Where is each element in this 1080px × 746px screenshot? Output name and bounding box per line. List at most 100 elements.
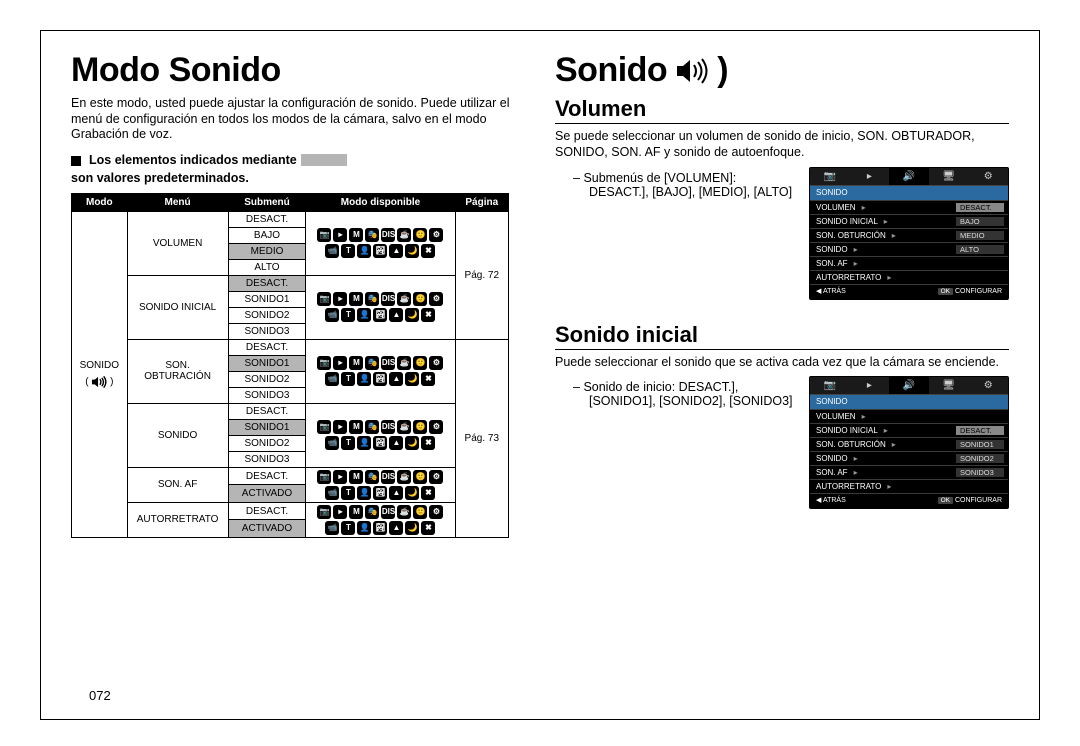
mode-icon: M xyxy=(349,505,363,519)
submenu-cell: DESACT. xyxy=(228,502,306,520)
mode-icon: ⚙ xyxy=(429,470,443,484)
table-row: AUTORRETRATODESACT.📷▸M🎭DIS☕🙂⚙📹T👤🏞▲🌙✖ xyxy=(72,502,509,520)
bullet-block: Sonido de inicio: DESACT.],[SONIDO1], [S… xyxy=(573,380,797,408)
lcd-tab: 🖥 xyxy=(929,377,969,394)
submenu-cell: SONIDO3 xyxy=(228,451,306,467)
manual-page: Modo Sonido En este modo, usted puede aj… xyxy=(40,30,1040,720)
submenu-cell: SONIDO1 xyxy=(228,355,306,371)
lcd-row: SONIDO INICIAL▸DESACT. xyxy=(810,423,1008,437)
section-pair: Submenús de [VOLUMEN]:DESACT.], [BAJO], … xyxy=(555,167,1009,300)
modo-disponible-cell: 📷▸M🎭DIS☕🙂⚙📹T👤🏞▲🌙✖ xyxy=(306,339,455,403)
mode-icon: 📷 xyxy=(317,420,331,434)
submenu-cell: DESACT. xyxy=(228,339,306,355)
mode-icon: 🏞 xyxy=(373,308,387,322)
chevron-right-icon: ▸ xyxy=(854,454,858,463)
th-menu: Menú xyxy=(127,193,228,211)
mode-icon: 🙂 xyxy=(413,470,427,484)
mode-icon: ☕ xyxy=(397,470,411,484)
mode-icon: 📷 xyxy=(317,292,331,306)
lcd-tab: 📷 xyxy=(810,377,850,394)
mode-icon: ⚙ xyxy=(429,505,443,519)
lcd-row: SONIDO▸ALTO xyxy=(810,242,1008,256)
mode-icon: 👤 xyxy=(357,521,371,535)
lcd-row: SON. OBTURCIÓN▸MEDIO xyxy=(810,228,1008,242)
mode-icon: 👤 xyxy=(357,244,371,258)
modo-label: SONIDO xyxy=(80,360,119,371)
lcd-row: AUTORRETRATO▸ xyxy=(810,270,1008,284)
bullet-block: Submenús de [VOLUMEN]:DESACT.], [BAJO], … xyxy=(573,171,797,199)
lcd-tab: ▸ xyxy=(850,377,890,394)
submenu-cell: SONIDO3 xyxy=(228,323,306,339)
bullet-lead: Submenús de [VOLUMEN]: xyxy=(573,171,736,185)
modo-disponible-cell: 📷▸M🎭DIS☕🙂⚙📹T👤🏞▲🌙✖ xyxy=(306,502,455,537)
th-pagina: Página xyxy=(455,193,508,211)
mode-icon: ▸ xyxy=(333,356,347,370)
mode-icon: ☕ xyxy=(397,420,411,434)
lcd-row-label: SON. AF▸ xyxy=(816,259,1004,268)
lcd-tab: 🖥 xyxy=(929,168,969,185)
mode-icon: T xyxy=(341,521,355,535)
mode-icon: T xyxy=(341,308,355,322)
mode-icon: ▲ xyxy=(389,436,403,450)
mode-icon: ▸ xyxy=(333,420,347,434)
lcd-row-value: DESACT. xyxy=(956,203,1004,212)
menu-cell: AUTORRETRATO xyxy=(127,502,228,537)
submenu-cell: DESACT. xyxy=(228,275,306,291)
mode-icon: DIS xyxy=(381,420,395,434)
bullet-values: DESACT.], [BAJO], [MEDIO], [ALTO] xyxy=(589,185,797,199)
submenu-cell: ACTIVADO xyxy=(228,520,306,538)
right-title: Sonido ) xyxy=(555,51,1009,90)
mode-icon: 🏞 xyxy=(373,436,387,450)
mode-icon: 🎭 xyxy=(365,292,379,306)
chevron-right-icon: ▸ xyxy=(884,217,888,226)
mode-icon: 📹 xyxy=(325,486,339,500)
lcd-row-label: VOLUMEN▸ xyxy=(816,203,956,212)
mode-icon: DIS xyxy=(381,470,395,484)
lcd-row: SONIDO INICIAL▸BAJO xyxy=(810,214,1008,228)
lcd-row-label: SON. AF▸ xyxy=(816,468,956,477)
lcd-row-label: SON. OBTURCIÓN▸ xyxy=(816,440,956,449)
lcd-ok: OK CONFIGURAR xyxy=(938,497,1002,504)
mode-icon: T xyxy=(341,244,355,258)
submenu-cell: DESACT. xyxy=(228,467,306,485)
defaults-note-post: son valores predeterminados. xyxy=(71,171,249,185)
mode-icon: ⚙ xyxy=(429,356,443,370)
lcd-row-value: ALTO xyxy=(956,245,1004,254)
section-pair: Sonido de inicio: DESACT.],[SONIDO1], [S… xyxy=(555,376,1009,509)
lcd-row-value: SONIDO1 xyxy=(956,440,1004,449)
mode-icon: ▲ xyxy=(389,486,403,500)
chevron-right-icon: ▸ xyxy=(854,245,858,254)
defaults-note-pre: Los elementos indicados mediante xyxy=(89,153,297,167)
mode-icon: 📹 xyxy=(325,436,339,450)
mode-icon: 🌙 xyxy=(405,372,419,386)
mode-icon: ▸ xyxy=(333,228,347,242)
mode-icon: ✖ xyxy=(421,372,435,386)
table-header-row: Modo Menú Submenú Modo disponible Página xyxy=(72,193,509,211)
mode-icon: T xyxy=(341,436,355,450)
lcd-row-label: SONIDO▸ xyxy=(816,454,956,463)
mode-icon: T xyxy=(341,372,355,386)
mode-icon: DIS xyxy=(381,356,395,370)
mode-icon: ☕ xyxy=(397,505,411,519)
lcd-row-value: SONIDO3 xyxy=(956,468,1004,477)
mode-icon: M xyxy=(349,420,363,434)
submenu-cell: SONIDO1 xyxy=(228,291,306,307)
lcd-row: SON. AF▸SONIDO3 xyxy=(810,465,1008,479)
lcd-tab: ⚙ xyxy=(968,168,1008,185)
th-modo: Modo xyxy=(72,193,128,211)
table-row: SON. AFDESACT.📷▸M🎭DIS☕🙂⚙📹T👤🏞▲🌙✖ xyxy=(72,467,509,485)
section-heading: Sonido inicial xyxy=(555,322,1009,350)
lcd-row-value: MEDIO xyxy=(956,231,1004,240)
submenu-cell: MEDIO xyxy=(228,243,306,259)
mode-icon: ▲ xyxy=(389,308,403,322)
bullet-values: [SONIDO1], [SONIDO2], [SONIDO3] xyxy=(589,394,797,408)
submenu-cell: DESACT. xyxy=(228,403,306,419)
th-submenu: Submenú xyxy=(228,193,306,211)
lcd-row-label: SON. OBTURCIÓN▸ xyxy=(816,231,956,240)
chevron-right-icon: ▸ xyxy=(892,440,896,449)
section-body: Se puede seleccionar un volumen de sonid… xyxy=(555,128,1009,161)
page-cell: Pág. 72 xyxy=(455,211,508,339)
mode-icon: ⚙ xyxy=(429,228,443,242)
mode-icon: 📷 xyxy=(317,470,331,484)
mode-icon: ✖ xyxy=(421,436,435,450)
